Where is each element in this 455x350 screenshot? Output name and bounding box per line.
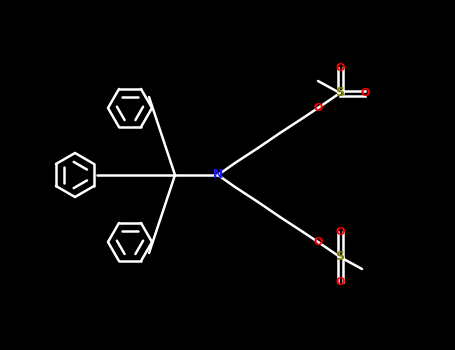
- Text: N: N: [213, 168, 223, 182]
- Text: S: S: [335, 251, 344, 264]
- Text: O: O: [335, 63, 345, 73]
- Text: O: O: [335, 277, 345, 287]
- Text: O: O: [335, 227, 345, 237]
- Text: S: S: [335, 86, 344, 99]
- Text: O: O: [313, 103, 323, 113]
- Text: O: O: [313, 237, 323, 247]
- Text: O: O: [360, 88, 369, 98]
